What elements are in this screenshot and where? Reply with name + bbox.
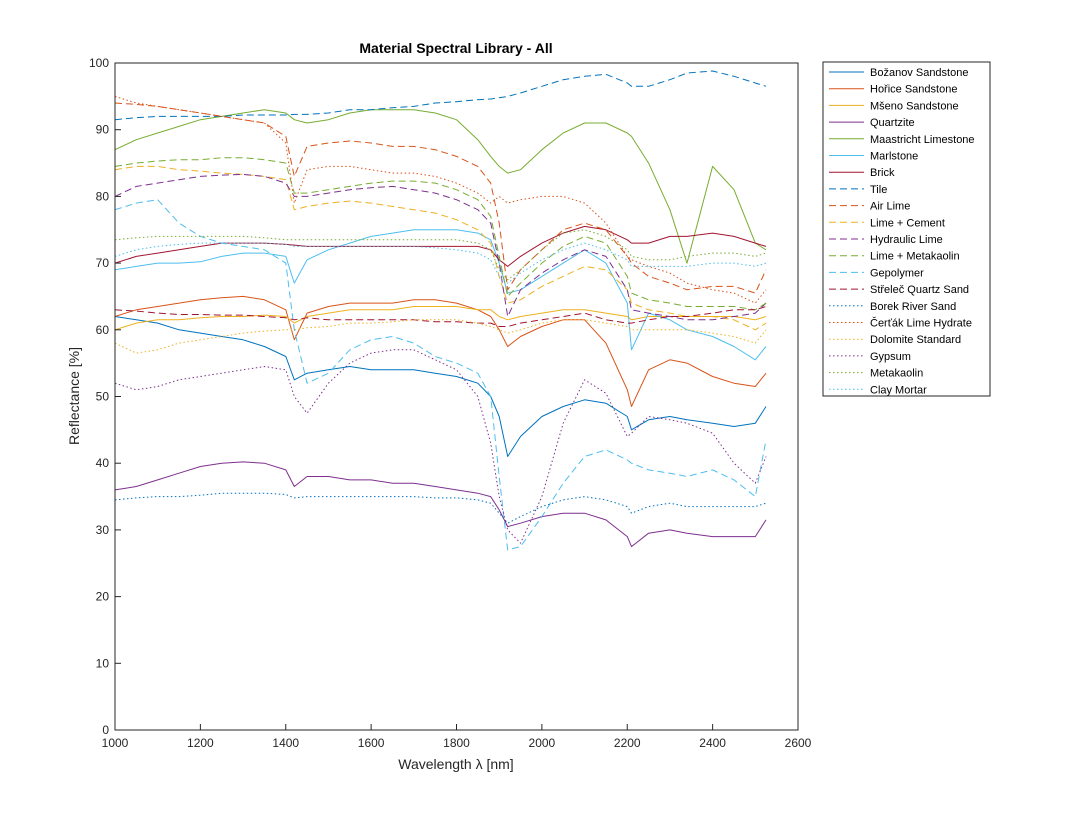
legend-entry: Borek River Sand (870, 301, 956, 313)
legend-entry: Air Lime (870, 201, 910, 213)
y-tick-label: 40 (96, 456, 110, 470)
legend-entry: Metakaolin (870, 368, 923, 380)
chart-title: Material Spectral Library - All (359, 40, 552, 56)
x-tick-label: 2000 (529, 736, 556, 750)
legend-entry: Lime + Cement (870, 217, 945, 229)
legend-entry: Marlstone (870, 151, 918, 163)
y-axis-label: Reflectance [%] (66, 347, 82, 445)
y-tick-label: 0 (102, 723, 109, 737)
y-tick-label: 50 (96, 390, 110, 404)
legend-entry: Gypsum (870, 351, 911, 363)
x-tick-label: 2400 (699, 736, 726, 750)
legend-entry: Hydraulic Lime (870, 234, 943, 246)
legend-entry: Maastricht Limestone (870, 134, 975, 146)
x-tick-label: 1200 (187, 736, 214, 750)
x-axis-label: Wavelength λ [nm] (398, 756, 513, 772)
y-tick-label: 30 (96, 523, 110, 537)
legend-entry: Čerťák Lime Hydrate (870, 317, 972, 330)
x-tick-label: 2600 (785, 736, 812, 750)
y-tick-label: 80 (96, 189, 110, 203)
x-tick-label: 1000 (102, 736, 129, 750)
legend-entry: Mšeno Sandstone (870, 100, 959, 112)
legend-entry: Střeleč Quartz Sand (870, 284, 969, 296)
y-tick-label: 20 (96, 590, 110, 604)
legend: Božanov Sandstone Hořice Sandstone Mšeno S… (823, 62, 990, 396)
legend-entry: Quartzite (870, 117, 915, 129)
legend-entry: Tile (870, 184, 887, 196)
legend-entry: Gepolymer (870, 267, 924, 279)
y-tick-label: 60 (96, 323, 110, 337)
legend-entry: Clay Mortar (870, 384, 927, 396)
x-tick-label: 2200 (614, 736, 641, 750)
x-tick-label: 1400 (272, 736, 299, 750)
legend-entry: Brick (870, 167, 895, 179)
legend-entry: Dolomite Standard (870, 334, 961, 346)
legend-entry: Lime + Metakaolin (870, 251, 960, 263)
x-tick-label: 1600 (358, 736, 385, 750)
y-tick-label: 90 (96, 123, 110, 137)
y-tick-label: 100 (89, 56, 109, 70)
x-tick-label: 1800 (443, 736, 470, 750)
y-tick-label: 70 (96, 256, 110, 270)
y-tick-label: 10 (96, 656, 110, 670)
legend-entry: Božanov Sandstone (870, 67, 968, 79)
legend-entry: Hořice Sandstone (870, 84, 957, 96)
